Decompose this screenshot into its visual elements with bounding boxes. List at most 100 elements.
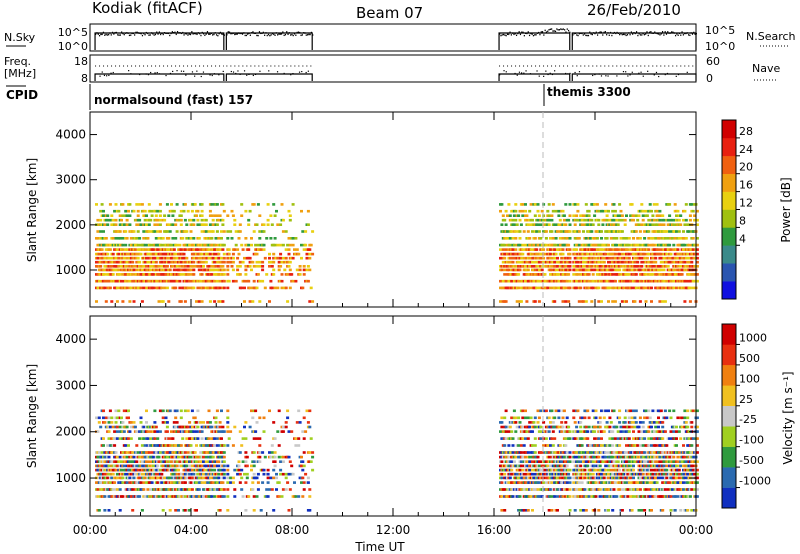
- range-cell: [107, 455, 111, 459]
- range-cell: [160, 472, 164, 476]
- range-cell: [157, 237, 161, 240]
- range-cell: [284, 230, 288, 233]
- freq-step: [225, 73, 313, 81]
- freq-sample: [503, 70, 505, 72]
- range-cell: [291, 237, 295, 240]
- nsky-sample: [545, 31, 548, 33]
- range-cell: [114, 409, 118, 413]
- range-cell: [115, 248, 119, 251]
- range-cell: [658, 300, 662, 303]
- range-cell: [627, 243, 631, 247]
- range-cell: [607, 300, 610, 303]
- range-cell: [244, 273, 248, 276]
- range-cell: [175, 472, 179, 476]
- nsky-sample: [122, 32, 124, 35]
- range-cell: [178, 286, 182, 290]
- range-cell: [583, 218, 587, 222]
- range-cell: [567, 243, 571, 247]
- range-cell: [185, 237, 189, 240]
- range-cell: [193, 451, 197, 454]
- range-cell: [106, 476, 110, 480]
- range-cell: [302, 416, 306, 420]
- range-cell: [302, 248, 306, 251]
- range-cell: [258, 460, 262, 463]
- range-cell: [276, 430, 280, 433]
- nsky-sample: [118, 34, 120, 36]
- freq-sample: [158, 73, 161, 75]
- nsky-sample: [648, 31, 651, 34]
- range-cell: [556, 230, 559, 233]
- range-cell: [268, 265, 271, 268]
- range-cell: [195, 300, 198, 303]
- range-cell: [638, 243, 642, 247]
- range-cell: [554, 252, 558, 256]
- range-cell: [114, 460, 118, 463]
- range-cell: [301, 476, 305, 480]
- nsky-tick-top: 10^5: [58, 26, 88, 39]
- range-cell: [684, 279, 688, 283]
- range-cell: [129, 421, 133, 424]
- range-cell: [164, 268, 168, 272]
- freq-sample: [658, 75, 660, 78]
- range-cell: [620, 218, 624, 222]
- range-cell: [573, 230, 577, 233]
- range-cell: [652, 218, 656, 222]
- freq-sample: [248, 73, 250, 76]
- nsky-sample: [522, 31, 524, 34]
- range-cell: [146, 488, 150, 491]
- nsky-sample: [587, 34, 590, 37]
- nsky-sample: [114, 31, 116, 34]
- range-cell: [153, 437, 157, 440]
- range-cell: [215, 409, 219, 413]
- range-cell: [160, 286, 164, 290]
- range-cell: [115, 425, 119, 429]
- range-cell: [279, 460, 283, 463]
- range-cell: [132, 421, 136, 424]
- range-cell: [536, 209, 540, 213]
- range-cell: [665, 230, 669, 233]
- range-cell: [273, 243, 277, 247]
- range-cell: [214, 243, 218, 247]
- freq-sample: [675, 75, 677, 77]
- freq-sample: [106, 75, 108, 77]
- range-cell: [138, 218, 142, 222]
- nave-label: Nave: [752, 62, 780, 75]
- range-cell: [577, 230, 581, 233]
- nsky-sample: [674, 34, 677, 37]
- range-cell: [690, 260, 694, 264]
- range-cell: [247, 243, 251, 247]
- nsky-sample: [238, 32, 240, 34]
- range-cell: [195, 430, 198, 433]
- nsky-sample: [663, 34, 665, 36]
- range-cell: [691, 248, 695, 251]
- range-cell: [243, 279, 246, 283]
- range-cell: [565, 279, 569, 283]
- nsky-sample: [283, 34, 285, 37]
- range-cell: [153, 430, 157, 433]
- freq-sample: [202, 71, 205, 73]
- range-cell: [504, 223, 508, 226]
- range-cell: [510, 279, 514, 283]
- range-cell: [128, 214, 132, 217]
- range-cell: [280, 286, 284, 290]
- range-cell: [568, 256, 572, 260]
- freq-sample: [514, 72, 516, 75]
- nsky-sample: [139, 32, 141, 34]
- range-cell: [252, 472, 256, 476]
- range-cell: [196, 223, 200, 226]
- range-cell: [695, 279, 699, 283]
- range-cell: [504, 430, 508, 433]
- range-cell: [252, 495, 256, 498]
- nsky-sample: [127, 32, 129, 34]
- range-cell: [568, 268, 572, 272]
- range-cell: [197, 300, 201, 303]
- nsky-sample: [553, 30, 555, 32]
- range-cell: [217, 237, 221, 240]
- nsky-sample: [513, 33, 515, 36]
- freq-sample: [664, 74, 666, 76]
- nsky-sample: [252, 31, 254, 33]
- range-cell: [507, 430, 511, 433]
- range-cell: [118, 425, 122, 429]
- range-cell: [582, 230, 585, 233]
